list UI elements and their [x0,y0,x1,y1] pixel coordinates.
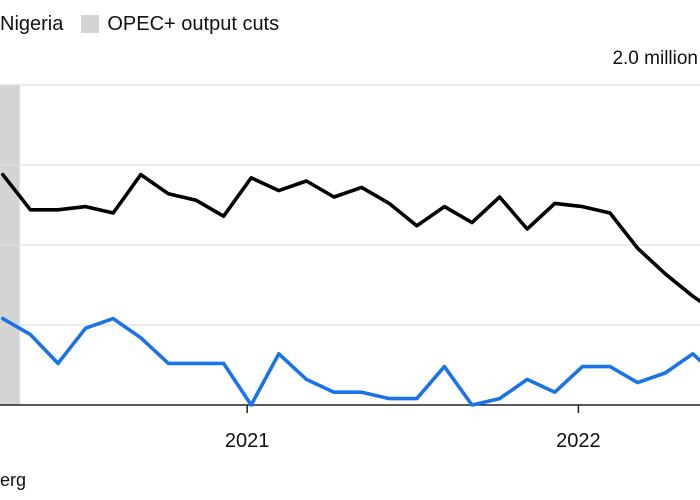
x-tick-label-2022: 2022 [556,430,601,452]
x-tick-label-2021: 2021 [225,430,270,452]
y-axis-unit-label: 2.0 million [612,48,698,69]
legend-item-nigeria: Nigeria [0,13,63,36]
series-line-nigeria [0,172,700,304]
legend-item-opec-cuts: OPEC+ output cuts [81,13,279,36]
series-line-series-2 [0,316,700,407]
source-note: erg [0,470,27,490]
legend-label-opec-cuts: OPEC+ output cuts [107,12,280,35]
legend-swatch-opec-cuts [81,15,100,33]
legend: Nigeria OPEC+ output cuts [0,10,297,38]
legend-label-nigeria: Nigeria [0,12,64,35]
